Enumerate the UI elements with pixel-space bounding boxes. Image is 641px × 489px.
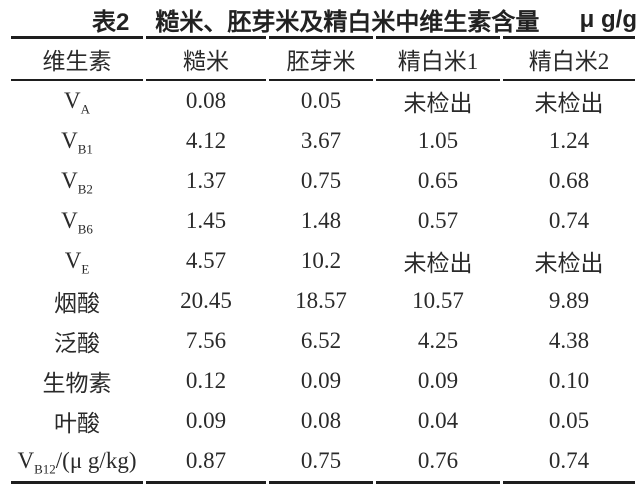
value-cell: 未检出	[403, 251, 473, 276]
table-row: 生物素 0.12 0.09 0.09 0.10	[11, 361, 635, 401]
row-label: 烟酸	[54, 291, 100, 316]
column-header-polished-rice-1: 精白米1	[376, 36, 500, 81]
row-label: VB6	[61, 208, 93, 237]
table-number: 表2	[92, 9, 130, 36]
value-cell: 0.76	[376, 441, 500, 484]
value-cell: 0.87	[146, 441, 266, 484]
row-label: 叶酸	[54, 411, 100, 436]
table-row: VB12/(μ g/kg) 0.87 0.75 0.76 0.74	[11, 441, 635, 484]
value-cell: 未检出	[534, 251, 604, 276]
row-label: VB2	[61, 168, 93, 197]
value-cell: 3.67	[300, 128, 342, 153]
column-header-polished-rice-2: 精白米2	[503, 36, 635, 81]
value-cell: 0.04	[417, 408, 459, 433]
value-cell: 1.37	[185, 168, 227, 193]
value-cell: 0.65	[417, 168, 459, 193]
value-cell: 9.89	[548, 288, 590, 313]
value-cell: 18.57	[295, 288, 347, 313]
value-cell: 未检出	[403, 91, 473, 116]
vitamin-content-table: 维生素 糙米 胚芽米 精白米1 精白米2 VA 0.08 0.05 未检出 未检…	[8, 36, 638, 484]
value-cell: 6.52	[300, 328, 342, 353]
row-label: 泛酸	[54, 331, 100, 356]
table-row: 叶酸 0.09 0.08 0.04 0.05	[11, 401, 635, 441]
value-cell: 未检出	[534, 91, 604, 116]
value-cell: 0.57	[417, 208, 459, 233]
column-header-brown-rice: 糙米	[146, 36, 266, 81]
header-row: 维生素 糙米 胚芽米 精白米1 精白米2	[11, 36, 635, 81]
value-cell: 0.05	[548, 408, 590, 433]
table-row: VB1 4.12 3.67 1.05 1.24	[11, 121, 635, 161]
row-label: VE	[64, 248, 90, 277]
value-cell: 20.45	[180, 288, 232, 313]
table-row: VB6 1.45 1.48 0.57 0.74	[11, 201, 635, 241]
value-cell: 0.09	[185, 408, 227, 433]
table-caption: 表2 糙米、胚芽米及精白米中维生素含量 μ g/g	[0, 0, 641, 37]
row-label: VA	[63, 88, 90, 117]
unit-label: μ g/g	[579, 5, 637, 33]
value-cell: 10.57	[412, 288, 464, 313]
value-cell: 0.09	[300, 368, 342, 393]
value-cell: 0.09	[417, 368, 459, 393]
value-cell: 0.08	[300, 408, 342, 433]
value-cell: 0.10	[548, 368, 590, 393]
value-cell: 0.75	[269, 441, 373, 484]
value-cell: 10.2	[300, 248, 342, 273]
table-row: VE 4.57 10.2 未检出 未检出	[11, 241, 635, 281]
column-header-germ-rice: 胚芽米	[269, 36, 373, 81]
value-cell: 4.57	[185, 248, 227, 273]
value-cell: 0.74	[503, 441, 635, 484]
row-label: VB12/(μ g/kg)	[11, 441, 143, 484]
value-cell: 0.05	[300, 88, 342, 113]
value-cell: 4.25	[417, 328, 459, 353]
value-cell: 1.24	[548, 128, 590, 153]
value-cell: 1.48	[300, 208, 342, 233]
table-row: 烟酸 20.45 18.57 10.57 9.89	[11, 281, 635, 321]
value-cell: 1.05	[417, 128, 459, 153]
value-cell: 4.38	[548, 328, 590, 353]
value-cell: 0.75	[300, 168, 342, 193]
value-cell: 1.45	[185, 208, 227, 233]
value-cell: 0.74	[548, 208, 590, 233]
value-cell: 4.12	[185, 128, 227, 153]
row-label: VB1	[61, 128, 93, 157]
value-cell: 0.68	[548, 168, 590, 193]
value-cell: 7.56	[185, 328, 227, 353]
value-cell: 0.12	[185, 368, 227, 393]
value-cell: 0.08	[185, 88, 227, 113]
table-row: VB2 1.37 0.75 0.65 0.68	[11, 161, 635, 201]
row-label: 生物素	[42, 371, 112, 396]
table-title: 糙米、胚芽米及精白米中维生素含量	[155, 9, 540, 36]
table-row: VA 0.08 0.05 未检出 未检出	[11, 81, 635, 121]
table-row: 泛酸 7.56 6.52 4.25 4.38	[11, 321, 635, 361]
column-header-vitamin: 维生素	[11, 36, 143, 81]
